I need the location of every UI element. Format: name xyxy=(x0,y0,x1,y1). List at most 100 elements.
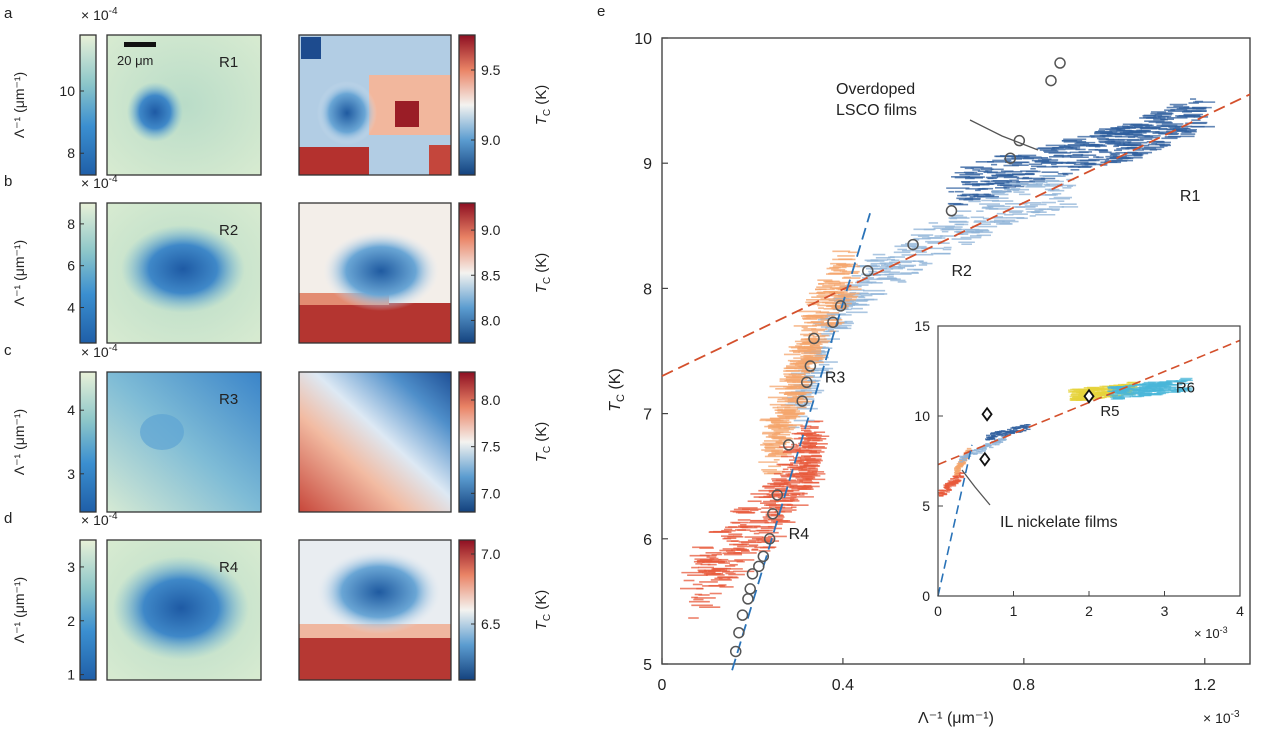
lambda-map-d xyxy=(106,539,262,681)
lsco-film-point xyxy=(767,508,779,520)
lambda-tick-label: 4 xyxy=(67,402,75,418)
tc-axis-label-main: T xyxy=(533,282,550,293)
lambda-multiplier-exp: -4 xyxy=(109,343,118,354)
inset-x-tick-label: 2 xyxy=(1085,603,1093,619)
tc-colorbar-d xyxy=(458,539,476,681)
lsco-label-line2: LSCO films xyxy=(836,102,917,119)
lambda-map-a xyxy=(106,34,262,176)
lambda-axis-label: Λ⁻¹ (μm⁻¹) xyxy=(11,240,27,306)
lambda-multiplier-a: × 10-4 xyxy=(81,6,118,23)
nickelate-film-point xyxy=(979,451,991,467)
nickelate-pointer-line xyxy=(961,469,991,506)
tc-colorbar-c xyxy=(458,371,476,513)
x-tick-label: 0 xyxy=(658,677,667,694)
tc-tick-label: 6.5 xyxy=(481,616,501,632)
inset-x-tick-label: 3 xyxy=(1161,603,1169,619)
lambda-tick-label: 8 xyxy=(67,145,75,161)
tc-tick-label: 8.0 xyxy=(481,392,501,408)
y-tick-label: 6 xyxy=(643,532,652,549)
tc-map-background xyxy=(299,372,451,512)
lsco-film-point xyxy=(733,626,745,639)
region-label-R2: R2 xyxy=(951,263,972,280)
lsco-film-point xyxy=(907,238,919,251)
inset-region-label-R6: R6 xyxy=(1176,380,1195,397)
tc-map-frame xyxy=(298,539,452,681)
lambda-map-frame xyxy=(106,34,262,176)
lsco-film-point xyxy=(1004,152,1017,164)
tc-axis-label-unit: (K) xyxy=(533,590,550,614)
lambda-map-frame xyxy=(106,202,262,344)
inset-axes: 0 1 2 3 4 0 5 10 15 xyxy=(914,318,1244,619)
lambda-map-b xyxy=(106,202,262,344)
lambda-tick-label: 10 xyxy=(59,83,75,99)
y-tick-label: 5 xyxy=(643,657,652,674)
lsco-film-point xyxy=(804,360,817,372)
tc-map-frame xyxy=(298,202,452,344)
y-tick-label: 7 xyxy=(643,407,652,424)
lsco-film-point xyxy=(744,583,756,595)
tc-map-dip xyxy=(323,231,439,311)
panel-label-e: e xyxy=(597,3,605,20)
tc-map-patch xyxy=(429,145,451,175)
tc-axis-label: TC (K) xyxy=(533,590,553,631)
map-region-label-c: R3 xyxy=(219,391,238,408)
tc-tick-label: 7.5 xyxy=(481,439,501,455)
lsco-film-point xyxy=(800,376,813,389)
main-data-layer: R1 R2 R3 R4 xyxy=(661,57,1251,671)
inset-data-layer: R5 R6 xyxy=(937,339,1241,597)
lsco-film-point xyxy=(827,316,839,328)
inset-series-R6 xyxy=(1105,377,1193,400)
tc-map-b xyxy=(298,202,452,344)
lambda-tick-label: 2 xyxy=(67,613,75,629)
lambda-axis-label: Λ⁻¹ (μm⁻¹) xyxy=(11,577,27,643)
lsco-film-point xyxy=(763,533,776,545)
lambda-multiplier-exp: -4 xyxy=(109,6,118,17)
lambda-axis-label: Λ⁻¹ (μm⁻¹) xyxy=(11,72,27,138)
lambda-multiplier-exp: -4 xyxy=(109,174,118,185)
main-plot-frame xyxy=(661,37,1251,665)
lsco-film-point xyxy=(771,489,784,501)
lsco-label-line1: Overdoped xyxy=(836,81,915,98)
inset-fit-line-0 xyxy=(937,339,1241,466)
main-x-multiplier: × 10-3 xyxy=(1203,709,1240,726)
lambda-map-frame xyxy=(106,539,262,681)
panel-label-d: d xyxy=(4,510,12,527)
tc-axis-label-unit: (K) xyxy=(533,253,550,277)
lambda-map-frame xyxy=(106,371,262,513)
lsco-film-point xyxy=(782,439,795,451)
panel-label-b: b xyxy=(4,173,12,190)
lambda-map-dip xyxy=(121,225,245,313)
tc-axis-label: TC (K) xyxy=(533,85,553,126)
lsco-film-point xyxy=(1054,57,1066,69)
lambda-multiplier-b: × 10-4 xyxy=(81,174,118,191)
lambda-map-background xyxy=(107,372,261,512)
inset-x-multiplier: × 10-3 xyxy=(1194,625,1228,641)
lsco-film-point xyxy=(796,395,808,407)
series-R4 xyxy=(680,420,830,619)
fit-line-1 xyxy=(731,213,871,671)
y-tick-label: 10 xyxy=(634,31,652,48)
tc-axis-label-unit: (K) xyxy=(533,85,550,109)
tc-axis-label-sub: C xyxy=(542,109,553,116)
nickelate-label: IL nickelate films xyxy=(1000,514,1118,531)
tc-colorbar-b xyxy=(458,202,476,344)
lsco-film-point xyxy=(746,568,759,580)
lsco-film-point xyxy=(945,205,958,217)
tc-axis-label-sub: C xyxy=(542,614,553,621)
map-region-label-b: R2 xyxy=(219,222,238,239)
lsco-film-point xyxy=(808,332,820,345)
nickelate-film-point xyxy=(981,406,993,422)
tc-axis-label-sub: C xyxy=(542,277,553,284)
tc-axis-label-unit: (K) xyxy=(533,422,550,446)
lambda-multiplier-base: × 10 xyxy=(81,7,109,23)
map-region-label-a: R1 xyxy=(219,54,238,71)
inset-y-tick-label: 10 xyxy=(914,408,930,424)
tc-tick-label: 9.0 xyxy=(481,132,501,148)
main-x-axis-label: Λ⁻¹ (μm⁻¹) xyxy=(918,710,994,727)
lsco-film-point xyxy=(862,265,874,277)
inset-x-tick-label: 1 xyxy=(1010,603,1018,619)
tc-tick-label: 7.0 xyxy=(481,546,501,562)
